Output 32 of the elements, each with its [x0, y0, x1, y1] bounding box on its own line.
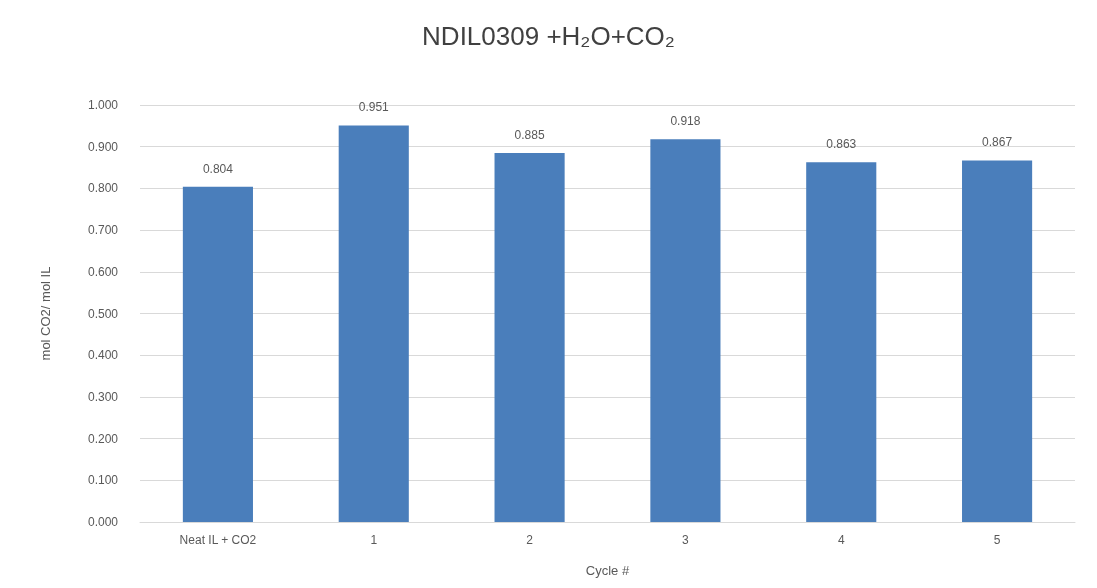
y-tick-label: 0.600 [87, 264, 119, 279]
chart-title: NDIL0309 +H₂O+CO₂ [422, 21, 675, 51]
x-tick-label: 2 [526, 533, 534, 547]
data-label: 0.885 [514, 127, 545, 142]
bar [182, 186, 253, 522]
x-tick-label: 3 [682, 533, 690, 547]
y-tick-label: 1.000 [87, 98, 119, 112]
y-tick-label: 0.800 [87, 181, 119, 196]
bar [494, 152, 565, 522]
y-tick-label: 0.100 [87, 473, 119, 488]
bar [806, 162, 877, 522]
y-tick-label: 0.900 [87, 139, 119, 154]
y-tick-label: 0.400 [87, 348, 119, 363]
x-tick-label: 5 [993, 533, 1001, 547]
bar [650, 139, 721, 522]
data-label: 0.867 [982, 135, 1013, 150]
y-tick-label: 0.000 [87, 515, 119, 529]
y-axis-title: mol CO2/ mol IL [38, 266, 53, 361]
y-tick-label: 0.500 [87, 306, 119, 321]
bar [338, 125, 409, 522]
x-tick-label: 4 [837, 533, 845, 547]
y-tick-label: 0.300 [87, 389, 119, 404]
x-axis-title: Cycle # [585, 563, 630, 578]
y-tick-label: 0.700 [87, 223, 119, 238]
data-label: 0.804 [202, 161, 234, 176]
data-label: 0.918 [670, 114, 701, 129]
data-label: 0.863 [826, 137, 857, 152]
x-tick-label: Neat IL + CO2 [179, 533, 257, 547]
data-label: 0.951 [358, 100, 390, 115]
x-tick-label: 1 [370, 533, 378, 547]
bar [962, 160, 1033, 522]
y-tick-label: 0.200 [87, 431, 119, 446]
